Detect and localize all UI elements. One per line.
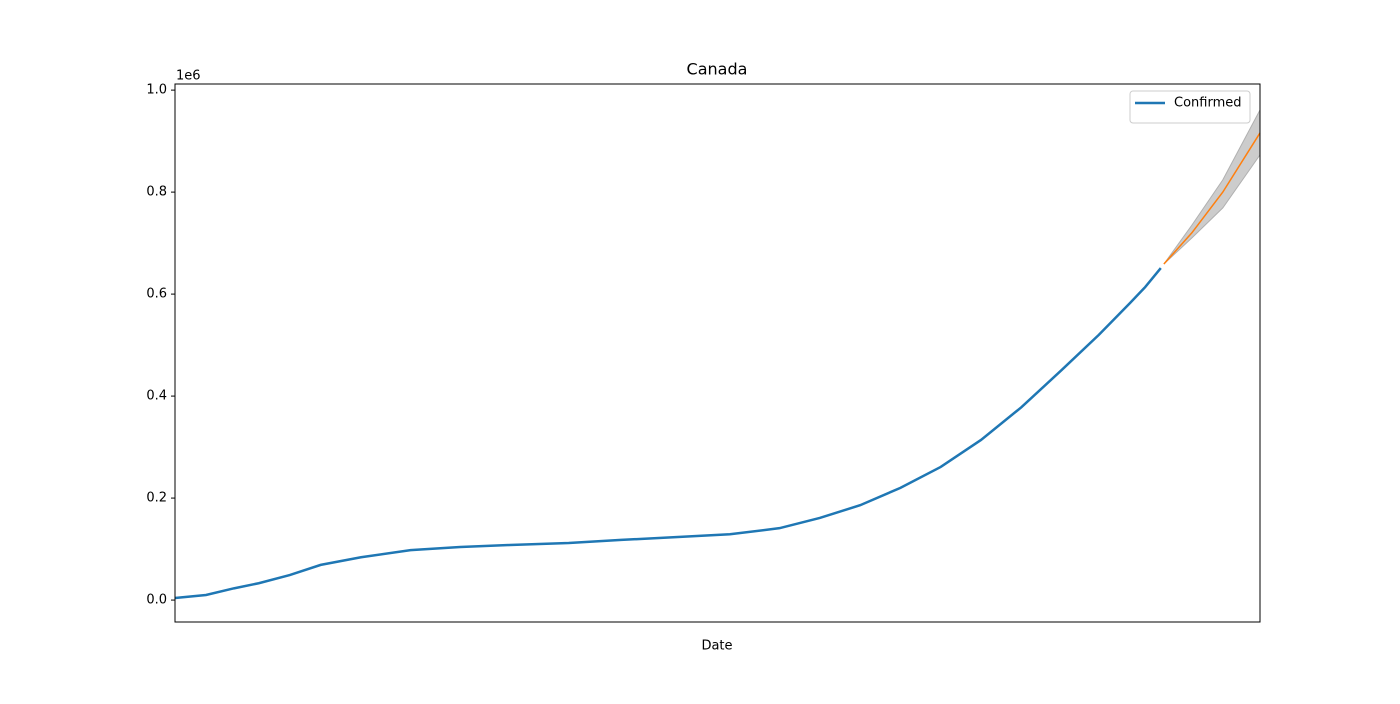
x-axis-label: Date <box>701 639 732 654</box>
y-tick-label: 0.8 <box>146 185 167 200</box>
y-tick-label: 0.0 <box>146 593 167 608</box>
y-tick-label: 0.6 <box>146 287 167 302</box>
y-tick-label: 1.0 <box>146 83 167 98</box>
legend-box <box>1129 90 1251 124</box>
y-tick-label: 0.2 <box>146 491 167 506</box>
chart-title: Canada <box>687 60 748 79</box>
plot-frame <box>174 83 1261 623</box>
series-line <box>1163 132 1261 265</box>
y-tick-label: 0.4 <box>146 389 167 404</box>
series-line <box>174 267 1162 600</box>
legend-label: Confirmed <box>1174 96 1242 111</box>
y-offset-label: 1e6 <box>176 69 201 84</box>
